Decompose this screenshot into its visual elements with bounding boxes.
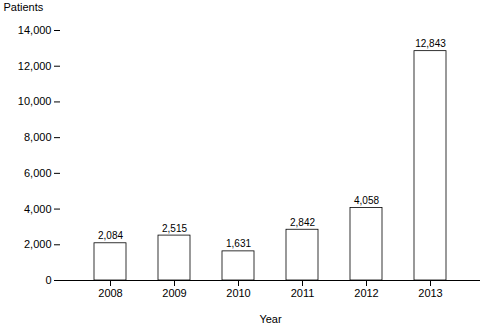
svg-text:2,084: 2,084 — [98, 230, 123, 241]
svg-text:12,843: 12,843 — [415, 38, 446, 49]
svg-text:2008: 2008 — [98, 287, 122, 299]
svg-text:8,000: 8,000 — [24, 131, 52, 143]
svg-text:Patients: Patients — [4, 1, 44, 13]
svg-text:10,000: 10,000 — [18, 95, 52, 107]
svg-text:2011: 2011 — [291, 287, 315, 299]
svg-text:2,000: 2,000 — [24, 238, 52, 250]
svg-text:2010: 2010 — [226, 287, 250, 299]
svg-text:4,058: 4,058 — [354, 195, 379, 206]
svg-text:Year: Year — [259, 313, 282, 325]
svg-text:2009: 2009 — [162, 287, 186, 299]
svg-text:12,000: 12,000 — [18, 60, 52, 72]
svg-text:2013: 2013 — [418, 287, 442, 299]
svg-text:4,000: 4,000 — [24, 203, 52, 215]
svg-text:2012: 2012 — [354, 287, 378, 299]
svg-text:2,515: 2,515 — [162, 223, 187, 234]
svg-text:14,000: 14,000 — [18, 24, 52, 36]
svg-text:6,000: 6,000 — [24, 167, 52, 179]
svg-text:0: 0 — [45, 274, 51, 286]
svg-text:1,631: 1,631 — [226, 238, 251, 249]
svg-text:2,842: 2,842 — [290, 217, 315, 228]
